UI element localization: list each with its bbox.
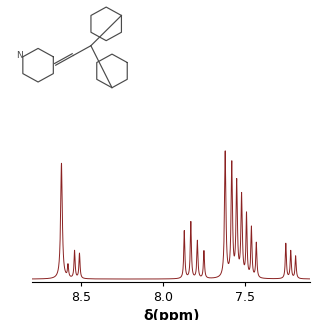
Text: N: N xyxy=(16,52,23,60)
X-axis label: δ(ppm): δ(ppm) xyxy=(143,309,199,320)
